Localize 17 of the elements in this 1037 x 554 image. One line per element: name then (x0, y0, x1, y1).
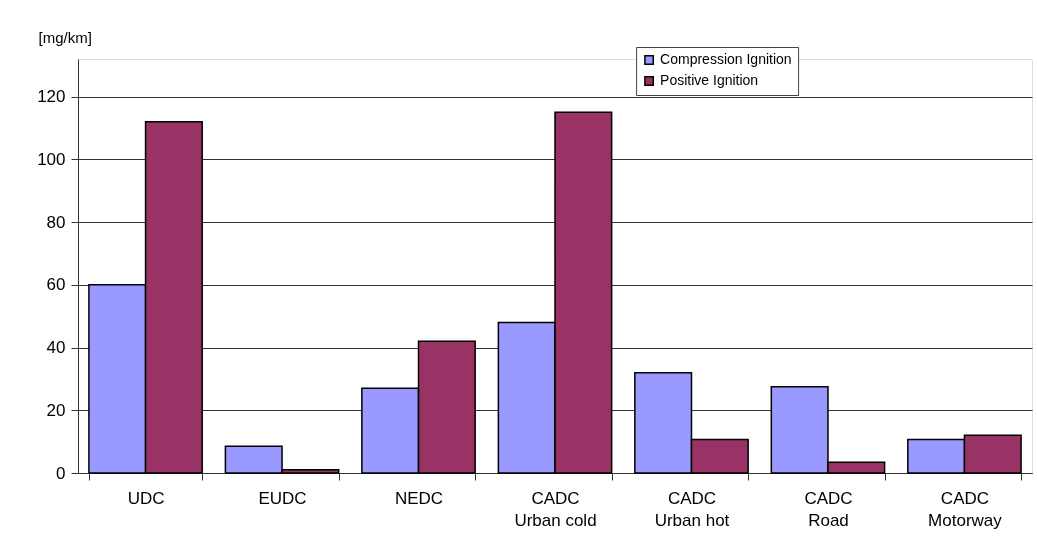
x-tick-label: CADC Urban cold (514, 488, 597, 530)
x-tick-label: UDC (127, 488, 165, 508)
legend-label: Compression Ignition (660, 51, 792, 67)
legend-label: Positive Ignition (660, 72, 759, 88)
x-tick-label: NEDC (394, 488, 444, 508)
x-tick-label: CADC Urban hot (654, 488, 730, 530)
y-axis-title: [mg/km] (38, 28, 92, 46)
x-tick-label: EUDC (258, 488, 307, 508)
y-tick-label: 0 (56, 463, 66, 483)
y-tick-label: 60 (46, 275, 66, 295)
y-tick-label: 100 (37, 149, 66, 169)
y-tick-label: 120 (37, 87, 66, 107)
y-tick-label: 80 (46, 212, 66, 232)
x-tick-label: CADC Motorway (928, 488, 1003, 530)
y-tick-label: 40 (46, 338, 66, 358)
x-tick-label: CADC Road (804, 488, 853, 530)
y-tick-label: 20 (46, 400, 66, 420)
